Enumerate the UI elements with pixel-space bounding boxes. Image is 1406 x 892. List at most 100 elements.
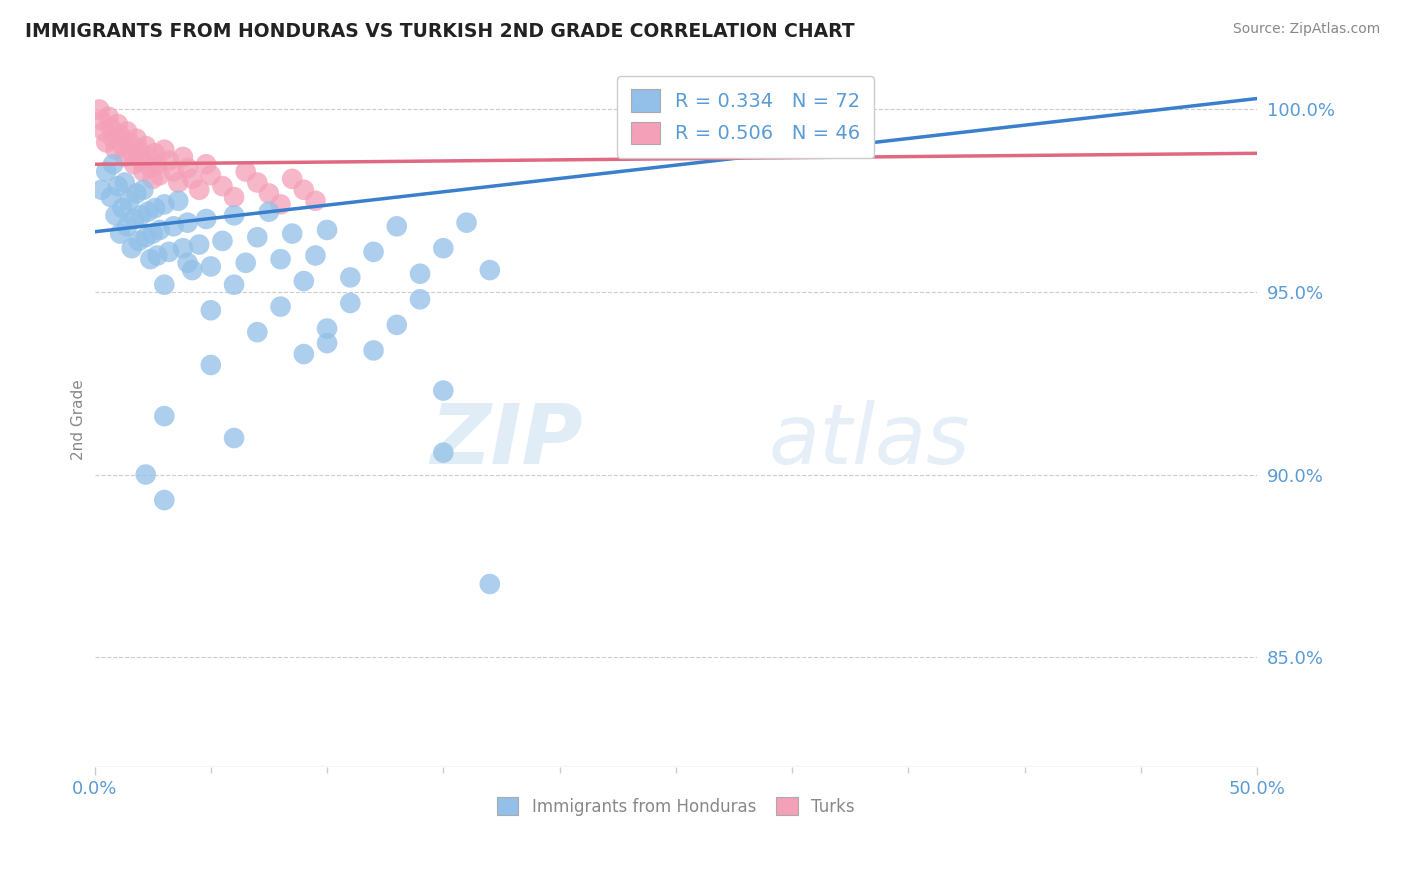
Point [153, 143, 176, 157]
Point [153, 277, 176, 292]
Point [115, 124, 138, 138]
Point [222, 208, 245, 222]
Point [111, 139, 134, 153]
Point [200, 168, 222, 182]
Point [101, 157, 124, 171]
Point [149, 223, 172, 237]
Point [363, 343, 385, 358]
Point [235, 256, 257, 270]
Point [167, 194, 190, 208]
Point [222, 190, 245, 204]
Point [188, 237, 211, 252]
Point [89, 103, 111, 117]
Point [157, 153, 180, 168]
Point [97, 110, 120, 124]
Point [176, 161, 198, 175]
Point [246, 325, 269, 339]
Point [122, 157, 145, 171]
Point [143, 201, 166, 215]
Point [316, 321, 339, 335]
Point [135, 139, 157, 153]
Text: ZIP: ZIP [430, 401, 583, 481]
Point [270, 300, 292, 314]
Point [409, 267, 432, 281]
Point [143, 146, 166, 161]
Point [111, 201, 134, 215]
Point [316, 223, 339, 237]
Point [135, 230, 157, 244]
Point [172, 150, 194, 164]
Point [246, 176, 269, 190]
Point [246, 230, 269, 244]
Point [121, 146, 143, 161]
Point [222, 277, 245, 292]
Point [167, 176, 190, 190]
Point [270, 252, 292, 267]
Point [118, 194, 141, 208]
Point [339, 296, 361, 310]
Point [181, 171, 204, 186]
Point [139, 161, 162, 175]
Point [304, 248, 326, 262]
Point [118, 136, 141, 150]
Point [257, 186, 280, 201]
Point [270, 197, 292, 211]
Point [456, 216, 478, 230]
Point [132, 164, 155, 178]
Point [108, 128, 131, 142]
Point [153, 409, 176, 424]
Point [235, 164, 257, 178]
Point [153, 493, 176, 508]
Point [104, 208, 127, 222]
Point [93, 124, 115, 138]
Point [304, 194, 326, 208]
Point [100, 120, 122, 135]
Point [153, 197, 176, 211]
Point [281, 171, 304, 186]
Point [108, 227, 131, 241]
Point [432, 241, 454, 255]
Point [114, 150, 136, 164]
Point [157, 244, 180, 259]
Point [114, 176, 136, 190]
Point [176, 256, 198, 270]
Legend: Immigrants from Honduras, Turks: Immigrants from Honduras, Turks [488, 789, 863, 824]
Point [432, 445, 454, 459]
Point [136, 150, 159, 164]
Point [172, 241, 194, 255]
Point [181, 263, 204, 277]
Point [211, 234, 233, 248]
Point [142, 227, 165, 241]
Point [257, 204, 280, 219]
Point [200, 358, 222, 372]
Text: Source: ZipAtlas.com: Source: ZipAtlas.com [1233, 22, 1381, 37]
Point [149, 168, 172, 182]
Point [121, 241, 143, 255]
Point [188, 183, 211, 197]
Point [195, 157, 218, 171]
Point [316, 336, 339, 351]
Point [385, 318, 408, 332]
Point [129, 153, 152, 168]
Point [211, 179, 233, 194]
Point [100, 190, 122, 204]
Point [142, 171, 165, 186]
Point [176, 216, 198, 230]
Point [222, 431, 245, 445]
Point [128, 234, 150, 248]
Text: atlas: atlas [769, 401, 970, 481]
Point [125, 186, 148, 201]
Point [101, 131, 124, 145]
Point [125, 131, 148, 145]
Y-axis label: 2nd Grade: 2nd Grade [72, 379, 86, 460]
Point [107, 117, 129, 131]
Point [115, 219, 138, 234]
Point [195, 212, 218, 227]
Point [339, 270, 361, 285]
Point [162, 164, 184, 178]
Point [292, 274, 315, 288]
Point [478, 577, 501, 591]
Point [409, 293, 432, 307]
Point [107, 179, 129, 194]
Point [96, 164, 118, 178]
